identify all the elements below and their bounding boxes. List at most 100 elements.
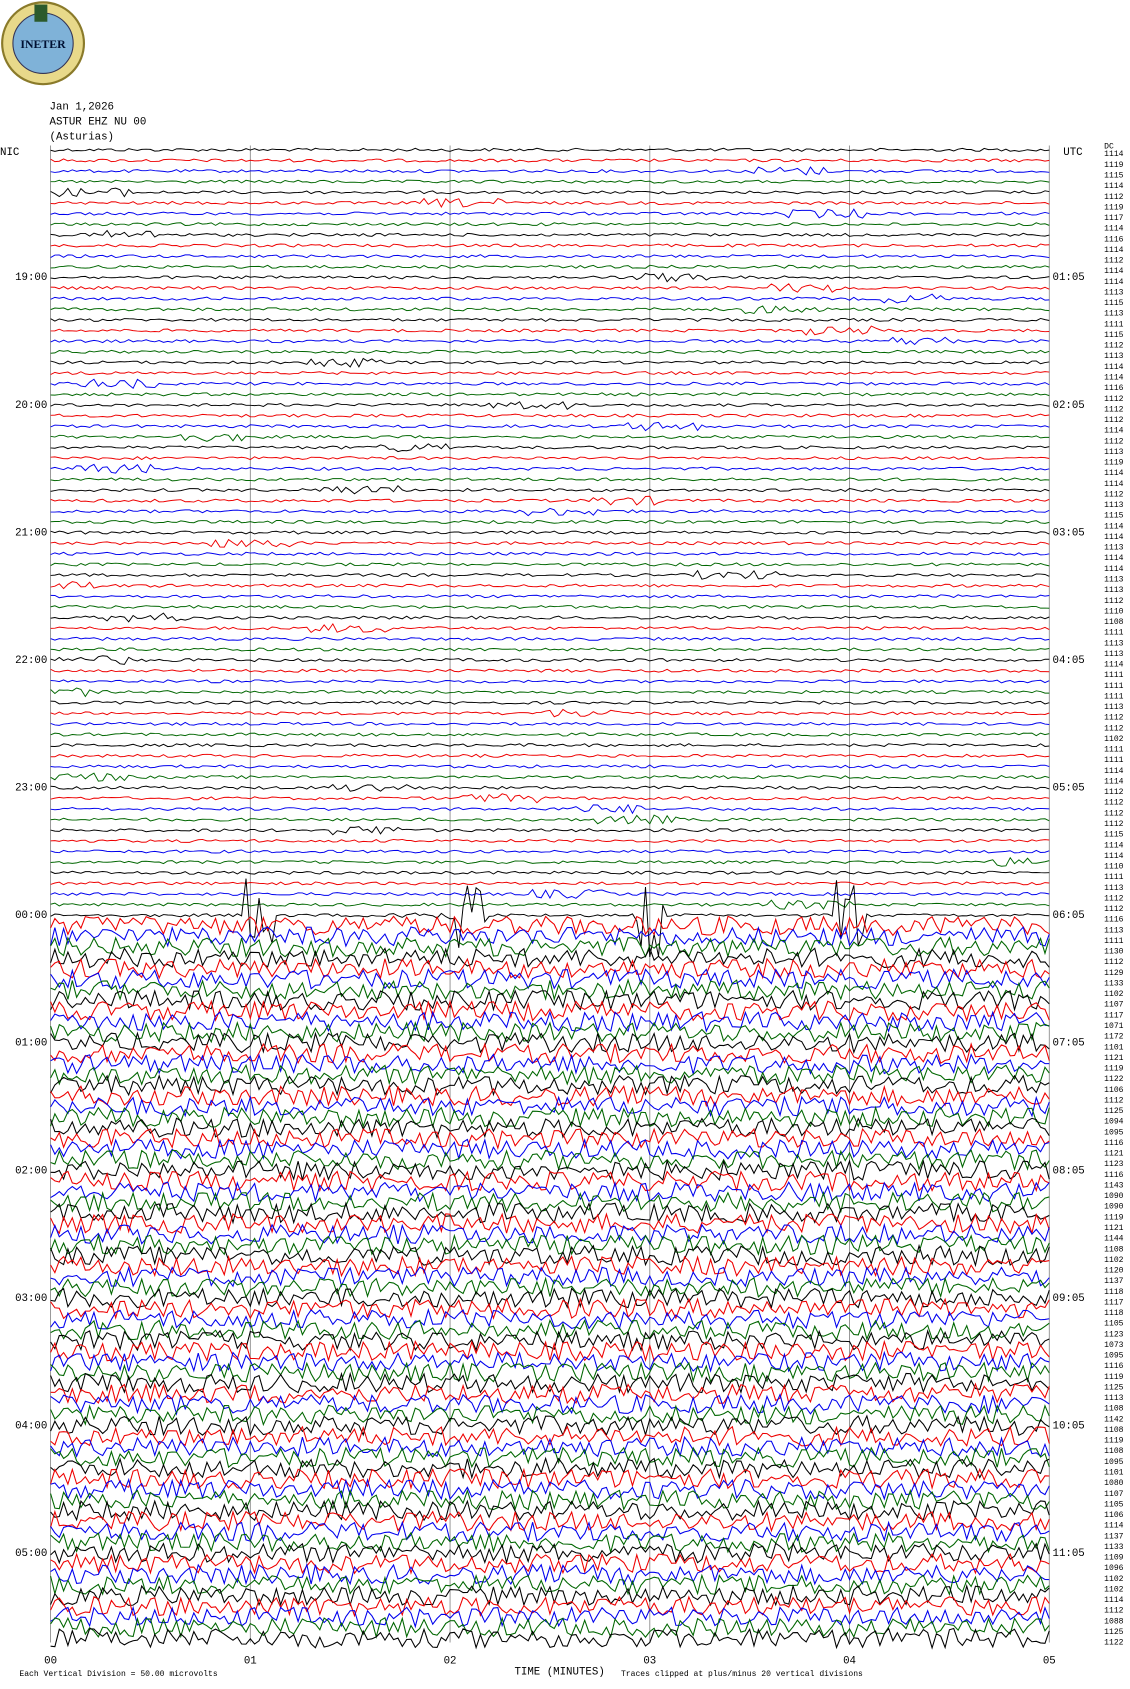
row-count: 1113 <box>1104 884 1124 893</box>
row-count: 1112 <box>1104 405 1124 414</box>
trace <box>50 254 1050 259</box>
row-count: 1112 <box>1104 799 1124 808</box>
row-count: 1114 <box>1104 225 1124 234</box>
trace <box>50 1127 1050 1151</box>
row-count: 1133 <box>1104 979 1124 988</box>
row-count: 1071 <box>1104 1022 1124 1031</box>
row-count: 1113 <box>1104 575 1124 584</box>
trace <box>50 392 1050 397</box>
trace <box>50 1307 1050 1330</box>
row-count: 1114 <box>1104 522 1124 531</box>
trace <box>50 679 1050 684</box>
row-count: 1114 <box>1104 267 1124 276</box>
row-count: 1105 <box>1104 1320 1124 1329</box>
trace <box>50 594 1050 599</box>
trace <box>50 968 1050 990</box>
trace <box>50 1287 1050 1310</box>
row-count: 1102 <box>1104 990 1124 999</box>
row-count: 1114 <box>1104 841 1124 850</box>
row-count: 1102 <box>1104 1256 1124 1265</box>
row-count: 1090 <box>1104 1192 1124 1201</box>
row-count: 1088 <box>1104 1617 1124 1626</box>
left-zone: NIC <box>0 147 19 159</box>
row-count: 1112 <box>1104 724 1124 733</box>
row-count: 1129 <box>1104 969 1124 978</box>
trace <box>50 604 1050 610</box>
row-count: 1121 <box>1104 1150 1124 1159</box>
right-time: 11:05 <box>1053 1548 1085 1560</box>
row-count: 1119 <box>1104 459 1124 468</box>
row-count: 1112 <box>1104 395 1124 404</box>
row-count: 1125 <box>1104 1383 1124 1392</box>
left-time: 00:00 <box>15 910 47 922</box>
row-count: 1137 <box>1104 1277 1124 1286</box>
trace <box>50 1595 1050 1618</box>
trace <box>50 433 1050 442</box>
trace <box>50 1105 1050 1129</box>
row-count: 1113 <box>1104 703 1124 712</box>
left-time: 03:00 <box>15 1293 47 1305</box>
row-count: 1112 <box>1104 788 1124 797</box>
trace <box>50 764 1050 769</box>
row-count: 1101 <box>1104 1043 1124 1052</box>
x-tick-label: 03 <box>643 1656 656 1668</box>
trace <box>50 899 1050 910</box>
trace <box>50 1329 1050 1352</box>
row-count: 1108 <box>1104 1245 1124 1254</box>
row-count: 1113 <box>1104 501 1124 510</box>
x-axis-label: TIME (MINUTES) <box>514 1666 604 1678</box>
trace <box>50 349 1050 354</box>
trace <box>50 825 1050 836</box>
row-count: 1116 <box>1104 1171 1124 1180</box>
row-count: 1114 <box>1104 469 1124 478</box>
row-count: 1114 <box>1104 246 1124 255</box>
trace <box>50 197 1050 208</box>
trace <box>50 1339 1050 1363</box>
row-count: 1113 <box>1104 352 1124 361</box>
trace <box>50 336 1050 346</box>
trace <box>50 743 1050 748</box>
trace <box>50 999 1050 1023</box>
trace <box>50 530 1050 535</box>
trace <box>50 507 1050 517</box>
row-count: 1116 <box>1104 1362 1124 1371</box>
x-tick-label: 05 <box>1043 1656 1056 1668</box>
row-count: 1111 <box>1104 629 1124 638</box>
row-count: 1125 <box>1104 1628 1124 1637</box>
trace <box>50 1393 1050 1416</box>
trace <box>50 1276 1050 1299</box>
row-count: 1112 <box>1104 894 1124 903</box>
left-time: 20:00 <box>15 400 47 412</box>
count-header: DC <box>1104 143 1114 152</box>
row-count: 1113 <box>1104 288 1124 297</box>
trace <box>50 1382 1050 1405</box>
row-count: 1111 <box>1104 671 1124 680</box>
row-count: 1111 <box>1104 873 1124 882</box>
right-time: 01:05 <box>1053 272 1085 284</box>
trace <box>50 1190 1050 1214</box>
row-count: 1130 <box>1104 948 1124 957</box>
row-count: 1108 <box>1104 1447 1124 1456</box>
trace <box>50 1520 1050 1543</box>
trace <box>50 636 1050 641</box>
row-count: 1112 <box>1104 257 1124 266</box>
row-count: 1120 <box>1104 1267 1124 1276</box>
trace <box>50 655 1050 665</box>
trace <box>50 1562 1050 1586</box>
x-tick-label: 01 <box>244 1656 257 1668</box>
row-count: 1094 <box>1104 1118 1124 1127</box>
row-count: 1119 <box>1104 161 1124 170</box>
trace <box>50 856 1050 867</box>
row-count: 1114 <box>1104 374 1124 383</box>
row-count: 1095 <box>1104 1352 1124 1361</box>
trace <box>50 456 1050 461</box>
row-count: 1115 <box>1104 331 1124 340</box>
trace <box>50 317 1050 322</box>
trace <box>50 1488 1050 1512</box>
station: ASTUR EHZ NU 00 <box>50 117 147 129</box>
trace <box>50 1361 1050 1384</box>
row-count: 1115 <box>1104 831 1124 840</box>
trace <box>50 538 1050 548</box>
row-count: 1116 <box>1104 916 1124 925</box>
row-count: 1114 <box>1104 852 1124 861</box>
